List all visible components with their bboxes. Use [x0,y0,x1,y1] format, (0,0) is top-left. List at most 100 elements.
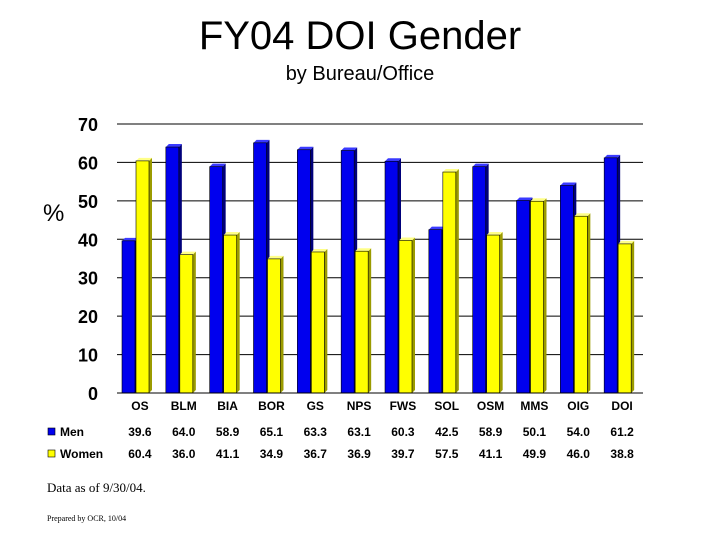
bar-women [179,254,194,394]
bar-side [499,232,503,393]
data-label: 41.1 [216,447,240,461]
bar-women [486,234,500,394]
bar-side [587,213,591,393]
bar-men [384,160,399,394]
data-label: 36.7 [304,447,328,461]
bar-women [311,251,325,394]
prepared-by-note: Prepared by OCR, 10/04 [47,514,127,523]
bar-top [428,226,445,230]
data-label: 63.1 [347,425,371,439]
data-label: 54.0 [567,425,591,439]
category-label: MMS [520,399,548,413]
data-label: 34.9 [260,447,284,461]
bar-top [530,198,547,202]
bar-top [574,213,591,217]
data-label: 63.3 [304,425,328,439]
category-label: BOR [258,399,285,413]
category-label: OS [131,399,148,413]
bar-side [149,157,152,393]
bar-side [324,248,328,393]
chart-title: FY04 DOI Gender [198,14,522,58]
bar-top [604,154,621,158]
category-label: OIG [567,399,589,413]
data-label: 60.3 [391,425,415,439]
bar-top [618,240,635,244]
bar-top [341,147,358,151]
bar-top [122,237,138,241]
chart-subtitle: by Bureau/Office [285,63,435,85]
bar-women [223,234,237,394]
category-label: FWS [390,399,417,413]
category-label: OSM [477,399,504,413]
bar-side [236,232,240,393]
bar-side [368,248,372,393]
data-label: 42.5 [435,425,459,439]
bar-side [631,240,635,393]
bar-top [472,163,489,167]
y-axis-label: % [43,200,65,227]
bar-top [136,157,152,161]
bar-women [617,243,632,394]
bar-top [560,182,577,186]
bar-top [486,232,503,236]
data-label: 50.1 [523,425,547,439]
data-label: 57.5 [435,447,459,461]
plot-area [117,124,643,393]
legend-label-women: Women [60,447,103,461]
data-label: 58.9 [479,425,503,439]
bar-top [442,169,459,173]
bar-men [560,185,574,394]
data-table: Men 39.6 64.0 58.9 65.1 63.3 63.1 60.3 42.5 58.9 5… [47,425,634,461]
bar-men [603,157,618,394]
bar-men [516,200,530,394]
bar-top [516,197,533,201]
data-label: 64.0 [172,425,196,439]
bar-women [398,240,413,394]
bar-side [455,169,459,393]
y-tick-label: 50 [78,192,98,212]
category-label: GS [307,399,324,413]
data-label: 39.6 [128,425,152,439]
legend-swatch-men [47,427,56,436]
bar-side [543,198,547,393]
bar-women [574,215,588,394]
data-label: 36.9 [347,447,371,461]
data-label: 60.4 [128,447,152,461]
y-tick-label: 60 [78,153,98,173]
data-label: 38.8 [610,447,634,461]
y-tick-label: 70 [78,115,98,135]
data-as-of-note: Data as of 9/30/04. [47,480,146,495]
bar-top [385,158,401,162]
bar-men [121,240,136,394]
y-tick-label: 10 [78,346,98,366]
bar-men [165,146,180,394]
y-tick-label: 0 [88,384,98,404]
y-tick-label: 30 [78,269,98,289]
bar-top [297,146,314,150]
bar-top [355,248,372,252]
data-label: 49.9 [523,447,547,461]
category-label: BLM [171,399,197,413]
data-label: 65.1 [260,425,284,439]
bar-men [209,166,223,394]
category-label: SOL [434,399,459,413]
bar-women [354,250,369,394]
category-label: BIA [217,399,238,413]
bar-top [179,251,196,255]
bar-top [253,139,270,143]
gridlines [117,123,643,393]
category-label: DOI [611,399,632,413]
data-label: 36.0 [172,447,196,461]
legend-swatch-women [47,449,56,458]
bar-top [267,255,284,259]
data-label: 46.0 [567,447,591,461]
bar-top [399,237,415,241]
bar-men [340,150,355,394]
data-label: 39.7 [391,447,415,461]
data-label: 58.9 [216,425,240,439]
bar-women [135,160,150,394]
bar-top [209,163,226,167]
bar-women [267,258,281,394]
axes: 0 10 20 30 40 50 60 70 OS BLM BIA BOR GS NPS FWS SOL OSM… [78,115,643,413]
